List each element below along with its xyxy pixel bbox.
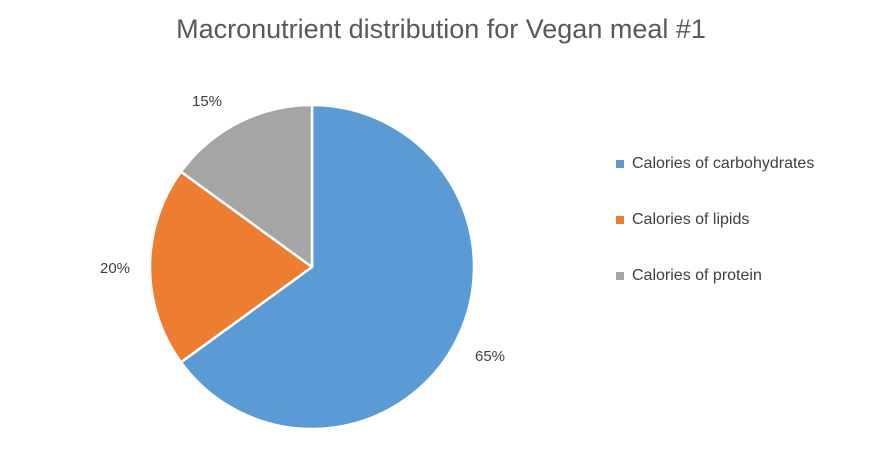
data-label-carbohydrates: 65%: [475, 348, 505, 365]
legend-label-protein: Calories of protein: [632, 267, 762, 284]
legend-label-lipids: Calories of lipids: [632, 211, 750, 228]
data-label-protein: 15%: [192, 93, 222, 110]
pie-slice-carbohydrates: [179, 103, 476, 431]
pie-slice-protein: [179, 103, 314, 269]
legend: Calories of carbohydrates Calories of li…: [616, 150, 866, 318]
legend-item-carbohydrates: Calories of carbohydrates: [616, 150, 866, 178]
legend-swatch-carbohydrates: [616, 160, 624, 168]
chart-title: Macronutrient distribution for Vegan mea…: [176, 14, 706, 44]
legend-item-lipids: Calories of lipids: [616, 206, 866, 234]
data-label-lipids: 20%: [100, 260, 130, 277]
legend-swatch-protein: [616, 272, 624, 280]
pie-slice-lipids: [148, 170, 314, 364]
legend-item-protein: Calories of protein: [616, 262, 866, 290]
legend-swatch-lipids: [616, 216, 624, 224]
legend-label-carbohydrates: Calories of carbohydrates: [632, 155, 815, 172]
